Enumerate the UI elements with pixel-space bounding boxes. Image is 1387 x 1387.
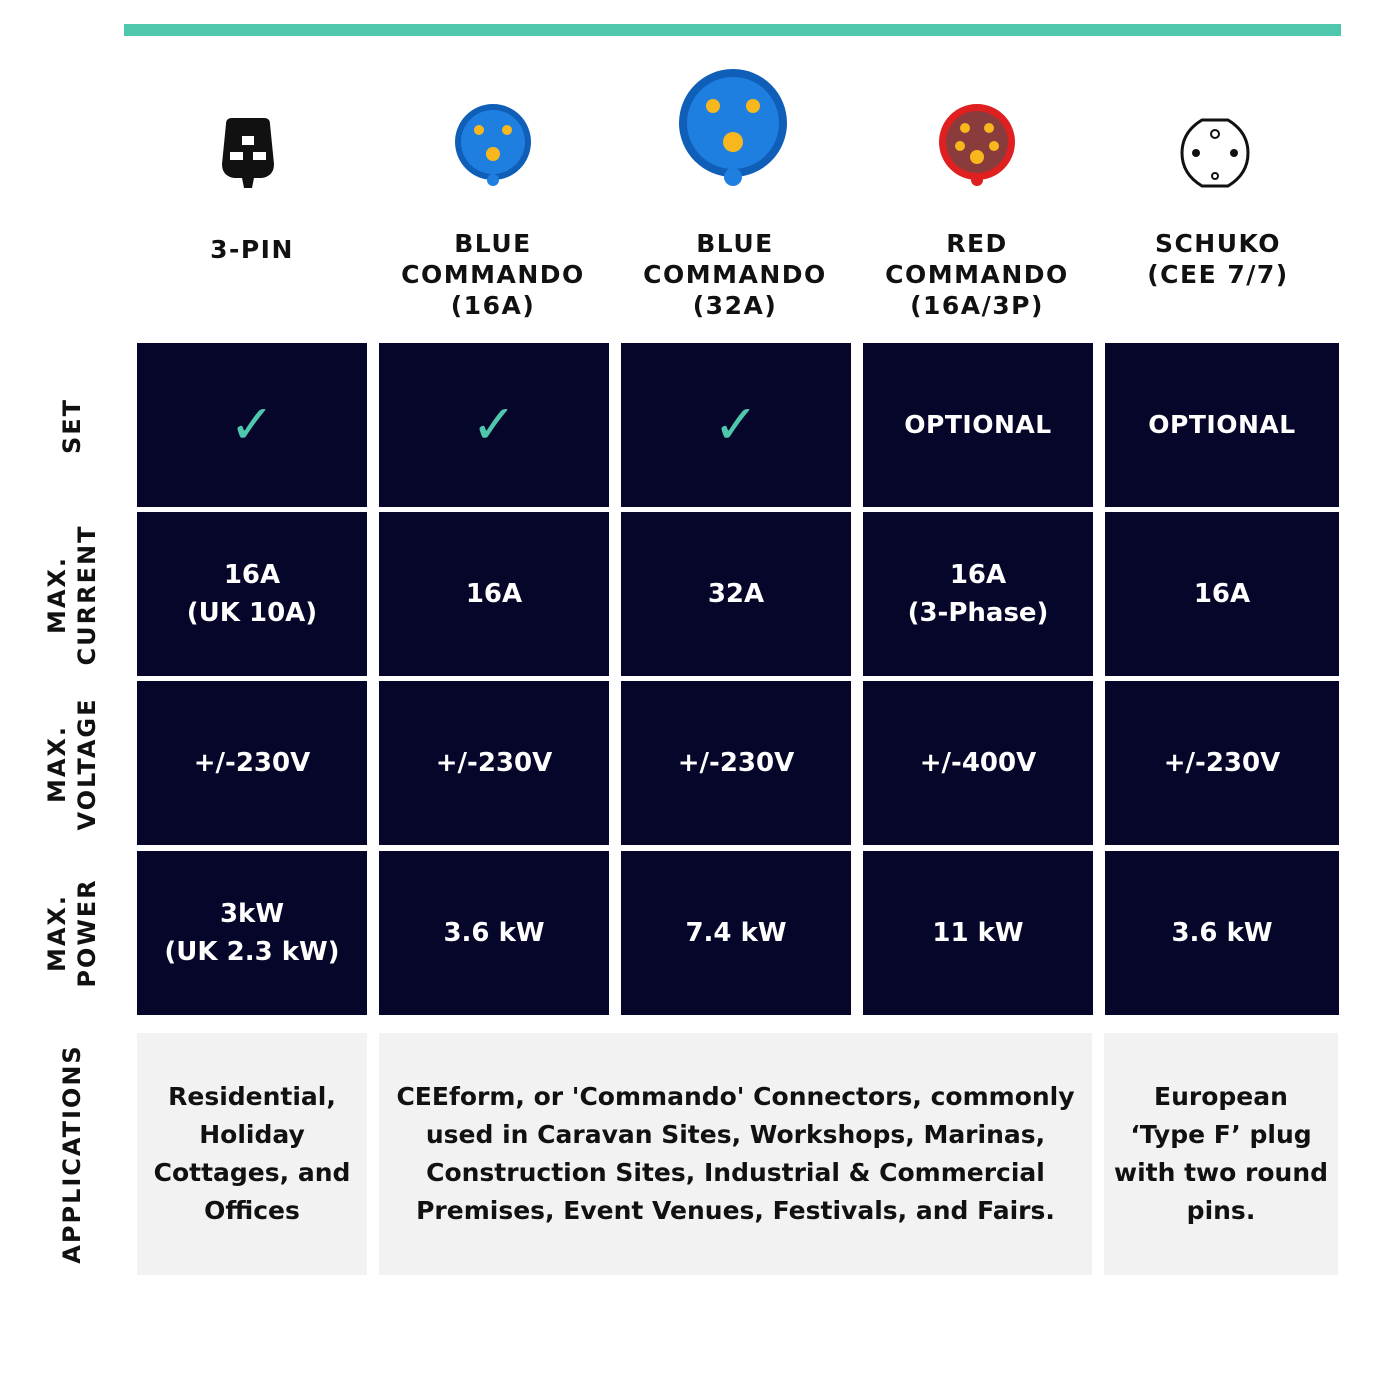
schuko-plug-icon xyxy=(1180,118,1250,188)
voltage-value: +/-400V xyxy=(919,748,1037,778)
voltage-cell-red-commando: +/-400V xyxy=(863,681,1093,845)
voltage-value: +/-230V xyxy=(677,748,795,778)
set-cell-blue-commando-16a: ✓ xyxy=(379,343,609,507)
set-value: OPTIONAL xyxy=(904,410,1052,439)
power-cell-blue-commando-32a: 7.4 kW xyxy=(621,851,851,1015)
voltage-value: +/-230V xyxy=(435,748,553,778)
column-heading-red-commando: RED COMMANDO (16A/3P) xyxy=(885,229,1069,320)
current-cell-red-commando: 16A (3-Phase) xyxy=(863,512,1093,676)
current-value: 16A xyxy=(465,579,523,609)
current-cell-blue-commando-32a: 32A xyxy=(621,512,851,676)
current-cell-blue-commando-16a: 16A xyxy=(379,512,609,676)
power-cell-red-commando: 11 kW xyxy=(863,851,1093,1015)
current-cell-3-pin: 16A (UK 10A) xyxy=(137,512,367,676)
accent-top-bar xyxy=(124,24,1341,36)
applications-text: CEEform, or 'Commando' Connectors, commo… xyxy=(396,1082,1075,1225)
power-value: 7.4 kW xyxy=(685,918,787,948)
power-cell-blue-commando-16a: 3.6 kW xyxy=(379,851,609,1015)
set-cell-blue-commando-32a: ✓ xyxy=(621,343,851,507)
current-cell-schuko: 16A xyxy=(1105,512,1339,676)
current-value: 32A xyxy=(707,579,765,609)
check-icon: ✓ xyxy=(471,393,517,456)
voltage-cell-blue-commando-16a: +/-230V xyxy=(379,681,609,845)
set-cell-red-commando: OPTIONAL xyxy=(863,343,1093,507)
column-heading-blue-commando-32a: BLUE COMMANDO (32A) xyxy=(643,229,827,320)
power-value: 3.6 kW xyxy=(1171,918,1273,948)
column-heading-blue-commando-16a: BLUE COMMANDO (16A) xyxy=(401,229,585,320)
voltage-cell-schuko: +/-230V xyxy=(1105,681,1339,845)
power-value: 11 kW xyxy=(932,918,1024,948)
current-value: 16A (3-Phase) xyxy=(907,560,1049,628)
check-icon: ✓ xyxy=(713,393,759,456)
set-cell-schuko: OPTIONAL xyxy=(1105,343,1339,507)
current-value: 16A (UK 10A) xyxy=(186,560,318,628)
applications-text: European ‘Type F’ plug with two round pi… xyxy=(1113,1082,1329,1225)
set-value: OPTIONAL xyxy=(1148,410,1296,439)
blue-commando-16a-plug-icon xyxy=(455,104,531,186)
applications-cell-commando: CEEform, or 'Commando' Connectors, commo… xyxy=(379,1033,1092,1275)
uk-3-pin-plug-icon xyxy=(222,118,274,188)
red-commando-plug-icon xyxy=(939,104,1015,186)
set-cell-3-pin: ✓ xyxy=(137,343,367,507)
current-value: 16A xyxy=(1193,579,1251,609)
applications-text: Residential, Holiday Cottages, and Offic… xyxy=(153,1082,351,1225)
voltage-value: +/-230V xyxy=(1163,748,1281,778)
voltage-cell-blue-commando-32a: +/-230V xyxy=(621,681,851,845)
blue-commando-32a-plug-icon xyxy=(679,69,787,186)
power-value: 3.6 kW xyxy=(443,918,545,948)
power-cell-schuko: 3.6 kW xyxy=(1105,851,1339,1015)
power-cell-3-pin: 3kW (UK 2.3 kW) xyxy=(137,851,367,1015)
applications-cell-3-pin: Residential, Holiday Cottages, and Offic… xyxy=(137,1033,367,1275)
power-value: 3kW (UK 2.3 kW) xyxy=(164,899,340,967)
voltage-value: +/-230V xyxy=(193,748,311,778)
column-heading-schuko: SCHUKO (CEE 7/7) xyxy=(1147,229,1289,289)
applications-cell-schuko: European ‘Type F’ plug with two round pi… xyxy=(1104,1033,1338,1275)
voltage-cell-3-pin: +/-230V xyxy=(137,681,367,845)
check-icon: ✓ xyxy=(229,393,275,456)
column-heading-3-pin: 3-PIN xyxy=(210,235,294,264)
